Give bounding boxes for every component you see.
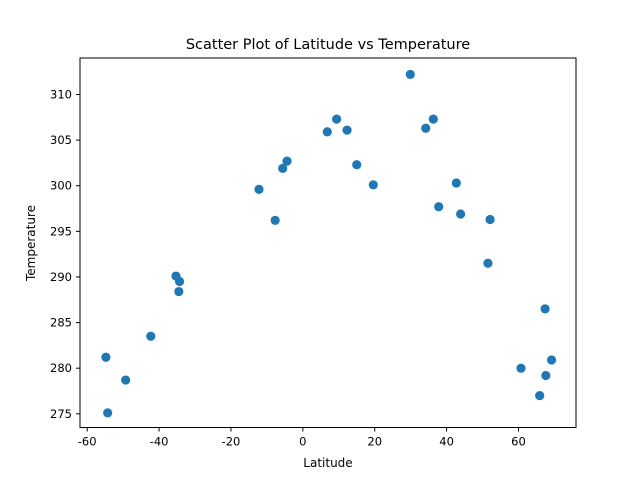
x-tick-label: -40	[150, 435, 169, 449]
scatter-point	[428, 114, 438, 124]
y-tick-label: 275	[50, 407, 72, 421]
scatter-point	[282, 156, 292, 166]
scatter-point	[342, 125, 352, 135]
y-tick-label: 280	[50, 361, 72, 375]
y-tick-label: 310	[50, 87, 72, 101]
scatter-point	[516, 363, 526, 373]
scatter-point	[421, 123, 431, 133]
scatter-point	[121, 375, 131, 385]
scatter-point	[541, 370, 551, 381]
scatter-point	[368, 180, 378, 190]
scatter-point	[456, 209, 466, 219]
x-tick-label: 20	[367, 435, 382, 449]
scatter-point	[352, 160, 362, 170]
x-tick-label: -20	[222, 435, 241, 449]
x-tick-label: -60	[78, 435, 97, 449]
x-tick-label: 40	[439, 435, 454, 449]
y-axis-ticks: 275 280 285 290 295 300 305 310	[50, 87, 80, 421]
scatter-point	[434, 202, 444, 212]
x-axis-ticks: -60 -40 -20 0 20 40 60	[78, 427, 526, 449]
scatter-point	[254, 184, 264, 194]
scatter-point	[483, 258, 493, 268]
scatter-point	[451, 178, 461, 188]
y-tick-label: 285	[50, 316, 72, 330]
x-tick-label: 0	[299, 435, 306, 449]
scatter-point	[174, 276, 185, 287]
scatter-point	[332, 114, 342, 124]
x-axis-label: Latitude	[303, 456, 352, 470]
plot-frame	[79, 57, 577, 428]
chart-title: Scatter Plot of Latitude vs Temperature	[186, 37, 470, 53]
scatter-point	[535, 390, 545, 401]
scatter-point	[540, 304, 550, 314]
scatter-point	[485, 214, 495, 225]
scatter-point	[322, 127, 332, 137]
y-tick-label: 300	[50, 179, 72, 193]
scatter-point	[101, 352, 111, 362]
y-axis-label: Temperature	[24, 205, 38, 282]
x-tick-label: 60	[511, 435, 526, 449]
y-tick-label: 295	[50, 224, 72, 238]
scatter-point	[546, 355, 557, 365]
scatter-point	[103, 408, 113, 418]
scatter-point	[270, 215, 280, 225]
scatter-point	[405, 69, 415, 80]
data-points	[101, 69, 557, 418]
y-tick-label: 290	[50, 270, 72, 284]
scatter-point	[278, 163, 288, 173]
scatter-point	[174, 286, 184, 297]
scatter-point	[146, 331, 156, 341]
y-tick-label: 305	[50, 133, 72, 147]
